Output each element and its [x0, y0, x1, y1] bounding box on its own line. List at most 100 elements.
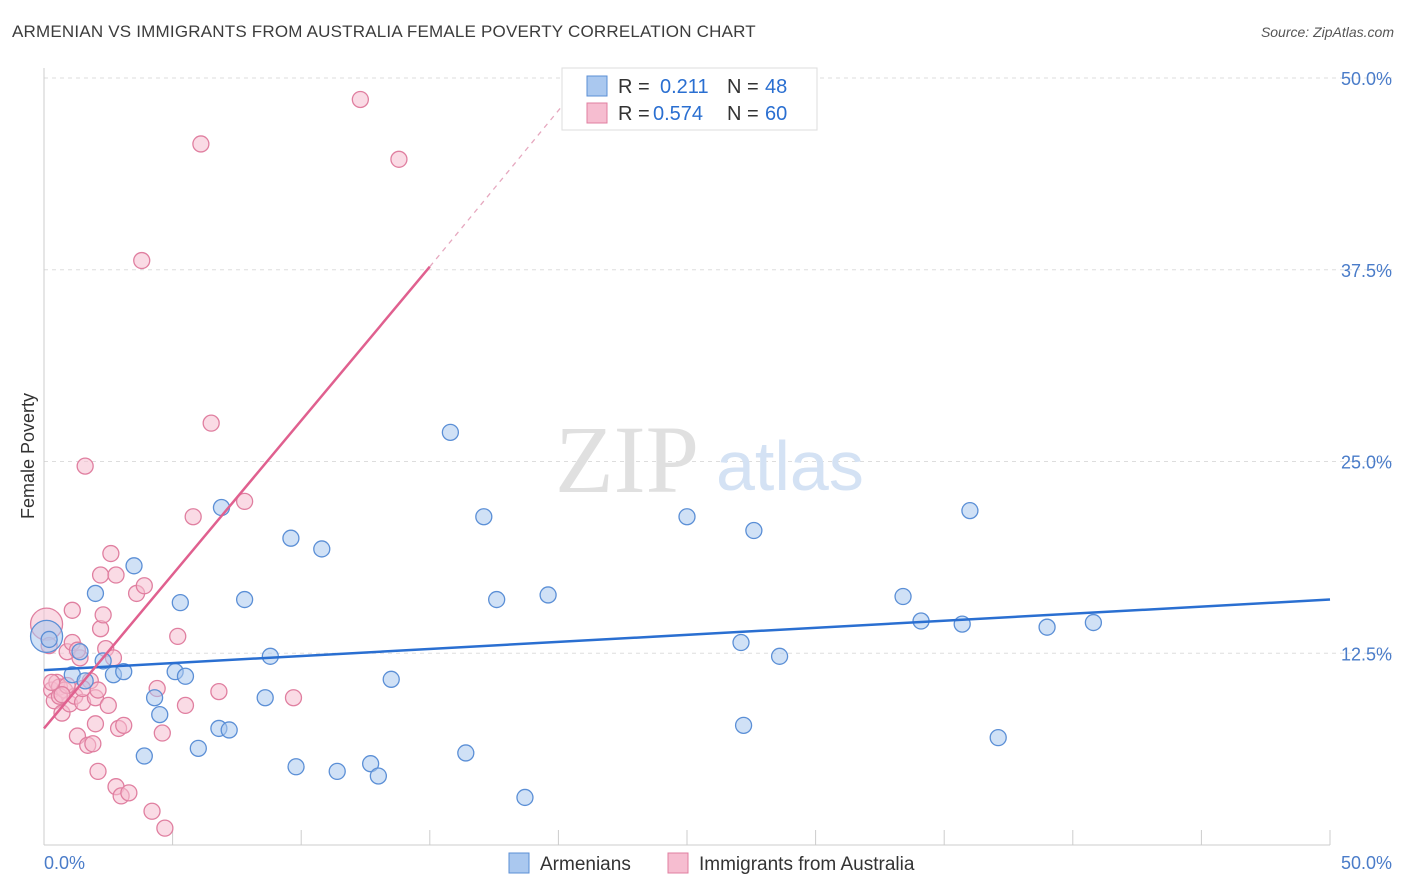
- armenians-point: [732, 633, 750, 652]
- x-tick-label-end: 50.0%: [1341, 853, 1392, 873]
- armenians-point: [1084, 613, 1103, 632]
- australia-point: [284, 689, 303, 707]
- y-tick-labels: 12.5% 25.0% 37.5% 50.0%: [1341, 69, 1392, 664]
- x-tick-label-start: 0.0%: [44, 853, 85, 873]
- australia-point: [53, 686, 71, 704]
- australia-point: [89, 762, 107, 781]
- legend-r-value-1: 0.211: [660, 76, 709, 98]
- australia-point: [235, 492, 254, 511]
- australia-point: [390, 150, 408, 168]
- armenians-point: [171, 593, 189, 612]
- australia-point: [120, 784, 138, 802]
- legend-n-value-1: 48: [765, 76, 787, 98]
- armenians-point: [176, 667, 195, 685]
- armenians-point: [71, 643, 89, 661]
- stats-legend: R = 0.211 N = 48 R = 0.574 N = 60: [561, 67, 818, 131]
- legend-r-label-1: R =: [618, 76, 650, 98]
- armenians-point: [369, 767, 388, 785]
- armenians-point: [1038, 618, 1056, 636]
- armenians-point: [86, 584, 105, 603]
- watermark-atlas: atlas: [716, 427, 864, 505]
- australia-point: [153, 724, 171, 742]
- australia-point: [89, 681, 107, 699]
- armenians-point: [894, 587, 912, 606]
- armenians-trend-line: [43, 598, 1331, 672]
- australia-point: [133, 251, 151, 270]
- australia-point: [192, 135, 210, 153]
- armenians-point: [151, 705, 169, 724]
- y-tick-label: 25.0%: [1341, 453, 1392, 473]
- armenians-point: [313, 540, 331, 558]
- australia-point: [351, 90, 370, 109]
- australia-point: [84, 735, 102, 753]
- y-tick-label: 12.5%: [1341, 644, 1392, 664]
- armenians-point: [441, 423, 460, 442]
- legend-n-label-1: N =: [727, 76, 759, 98]
- armenians-point: [361, 755, 380, 773]
- armenians-point: [475, 508, 493, 526]
- legend-r-value-2: 0.574: [653, 103, 703, 125]
- armenians-point: [189, 739, 207, 758]
- australia-point: [176, 696, 195, 715]
- armenians-point: [40, 630, 58, 649]
- armenians-point: [516, 788, 534, 807]
- y-tick-label: 50.0%: [1341, 69, 1392, 89]
- armenians-point: [282, 529, 300, 547]
- armenians-point: [488, 590, 506, 609]
- australia-point: [143, 802, 161, 820]
- data-points: [29, 90, 1103, 837]
- series-legend-swatch-armenians: [508, 852, 530, 874]
- grid-lines: [44, 77, 1392, 654]
- armenians-point: [328, 762, 346, 781]
- australia-point: [169, 627, 187, 646]
- australia-point: [94, 606, 112, 624]
- watermark-zip: ZIP: [555, 406, 699, 513]
- legend-n-value-2: 60: [765, 103, 787, 125]
- australia-point: [115, 716, 133, 734]
- series-legend-label-armenians: Armenians: [540, 854, 631, 875]
- legend-swatch-armenians: [586, 75, 608, 97]
- legend-r-label-2: R =: [618, 103, 650, 125]
- australia-point: [76, 457, 94, 475]
- armenians-point: [287, 758, 305, 776]
- armenians-point: [678, 508, 696, 526]
- series-legend-swatch-australia: [667, 852, 689, 874]
- chart-source: Source: ZipAtlas.com: [1260, 24, 1394, 40]
- armenians-point: [145, 689, 164, 707]
- australia-trend-extension: [429, 94, 572, 268]
- x-ticks: [43, 830, 1331, 845]
- australia-point: [91, 566, 110, 584]
- australia-point: [156, 819, 174, 837]
- armenians-point: [457, 744, 475, 762]
- series-legend-label-australia: Immigrants from Australia: [699, 854, 915, 875]
- australia-point: [86, 715, 105, 733]
- y-axis-label: Female Poverty: [18, 393, 38, 519]
- australia-point: [99, 696, 117, 715]
- y-tick-label: 37.5%: [1341, 261, 1392, 281]
- armenians-point: [382, 670, 400, 688]
- legend-swatch-australia: [586, 102, 608, 124]
- armenians-point: [135, 747, 153, 765]
- armenians-point: [734, 716, 753, 734]
- series-legend: Armenians Immigrants from Australia: [508, 852, 915, 875]
- trend-lines: [43, 94, 1331, 730]
- chart-title: ARMENIAN VS IMMIGRANTS FROM AUSTRALIA FE…: [12, 22, 756, 41]
- armenians-point: [125, 557, 143, 575]
- australia-point: [63, 601, 81, 619]
- armenians-point: [539, 586, 557, 604]
- legend-n-label-2: N =: [727, 103, 759, 125]
- armenians-point: [770, 647, 789, 665]
- australia-point: [43, 673, 61, 692]
- australia-point: [210, 682, 228, 701]
- armenians-point: [220, 721, 238, 739]
- armenians-point: [94, 652, 112, 670]
- australia-point: [107, 566, 125, 584]
- armenians-point: [961, 501, 979, 520]
- australia-point: [184, 508, 202, 526]
- armenians-point: [745, 521, 763, 540]
- australia-point: [102, 544, 120, 563]
- armenians-point: [115, 663, 133, 681]
- australia-point: [202, 414, 220, 432]
- armenians-point: [256, 689, 274, 707]
